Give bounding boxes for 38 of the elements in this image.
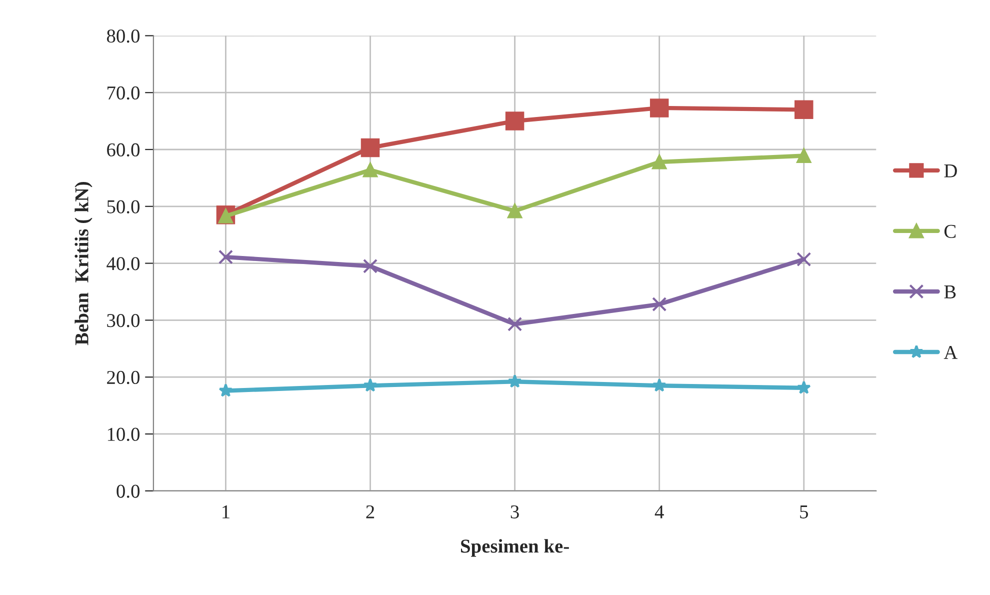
point [363, 378, 378, 392]
y-tick-label: 10.0 [108, 428, 140, 441]
y-tick-label: 0.0 [116, 484, 140, 498]
point [362, 162, 378, 178]
legend-label: C [944, 224, 956, 238]
legend-label: A [944, 346, 958, 359]
x-tick-label: 5 [800, 506, 808, 518]
y-tick-label: 20.0 [107, 370, 140, 384]
point [218, 383, 233, 397]
point [508, 316, 522, 332]
y-tick-label: 80.0 [106, 30, 140, 43]
point [360, 138, 380, 158]
point [362, 258, 378, 274]
x-tick-label: 1 [222, 505, 230, 518]
legend-label: B [944, 286, 956, 298]
point [796, 148, 812, 164]
point [508, 204, 522, 218]
y-tick-label: 50.0 [107, 200, 140, 214]
y-tick-label: 40.0 [106, 257, 140, 270]
y-tick-label: 60.0 [107, 143, 140, 157]
legend-label: D [944, 164, 957, 178]
x-tick-label: 4 [654, 505, 664, 518]
point [650, 98, 669, 118]
point [652, 154, 667, 170]
point [794, 100, 814, 120]
point [652, 296, 667, 312]
y-tick-label: 70.0 [108, 86, 140, 100]
point [218, 250, 234, 264]
point [796, 252, 812, 267]
point [796, 380, 811, 394]
x-tick-label: 2 [366, 505, 374, 518]
x-tick-label: 3 [510, 505, 519, 518]
y-axis-title: Beban Kritiis ( kN) [74, 182, 92, 346]
x-axis-title: Spesimen ke- [461, 539, 569, 557]
point [652, 378, 666, 392]
y-tick-label: 30.0 [107, 314, 140, 328]
point [508, 374, 522, 388]
point [505, 112, 524, 130]
